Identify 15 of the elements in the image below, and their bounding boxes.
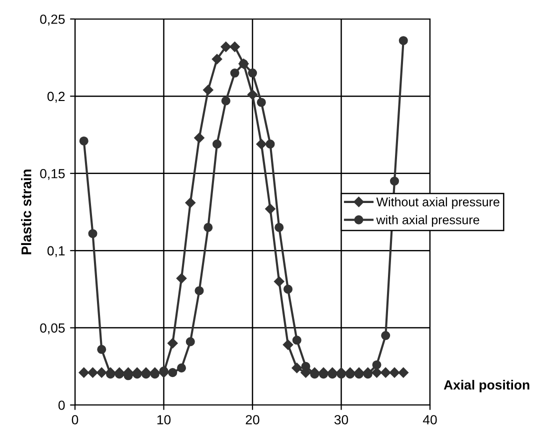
y-tick-label: 0	[58, 400, 65, 410]
y-tick-label: 0,25	[40, 14, 65, 26]
y-tick-label: 0,05	[40, 323, 65, 334]
x-tick-label: 0	[72, 415, 78, 424]
x-tick-label: 40	[422, 415, 437, 424]
legend-label: with axial pressure	[376, 215, 480, 227]
y-tick-label: 0,1	[47, 246, 65, 258]
y-tick-label: 0,15	[40, 168, 65, 180]
x-tick-label: 10	[157, 415, 171, 424]
y-tick-label: 0,2	[47, 92, 65, 103]
x-tick-label: 30	[334, 415, 348, 424]
y-axis-title: Plastic strain	[21, 170, 32, 254]
x-tick-label: 20	[246, 415, 260, 424]
x-axis-title: Axial position	[444, 380, 530, 392]
legend-label: Without axial pressure	[376, 197, 500, 209]
